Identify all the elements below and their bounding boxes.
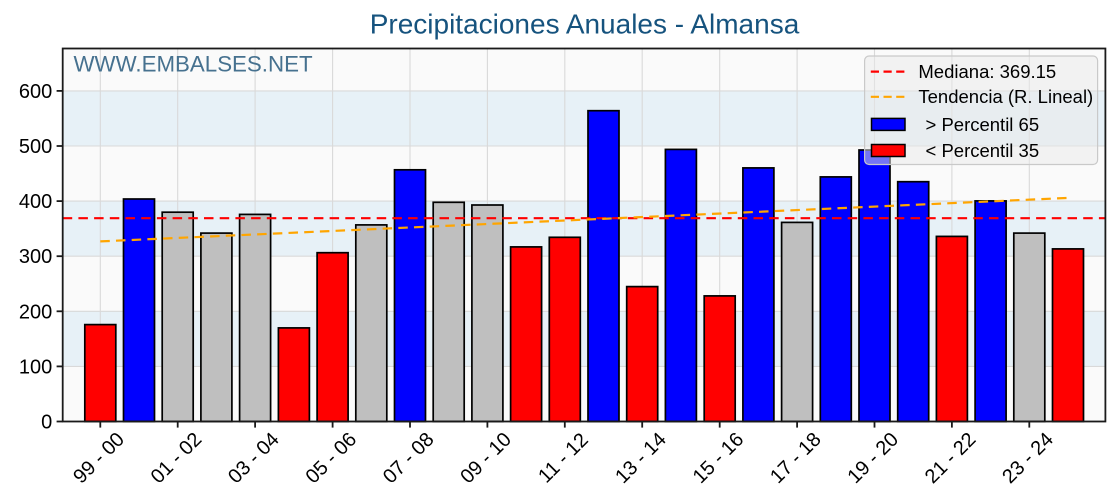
svg-text:100: 100 xyxy=(19,356,52,378)
svg-text:99 - 00: 99 - 00 xyxy=(69,428,129,488)
svg-text:07 - 08: 07 - 08 xyxy=(379,428,439,488)
svg-text:400: 400 xyxy=(19,191,52,213)
svg-text:300: 300 xyxy=(19,246,52,268)
svg-text:23 - 24: 23 - 24 xyxy=(998,428,1058,488)
svg-text:13 - 14: 13 - 14 xyxy=(611,428,671,488)
svg-text:600: 600 xyxy=(19,81,52,103)
svg-text:21 - 22: 21 - 22 xyxy=(921,428,981,488)
svg-text:< Percentil 35: < Percentil 35 xyxy=(926,140,1040,161)
svg-text:Tendencia (R. Lineal): Tendencia (R. Lineal) xyxy=(918,86,1093,107)
svg-text:01 - 02: 01 - 02 xyxy=(147,428,207,488)
svg-text:Precipitaciones Anuales - Alma: Precipitaciones Anuales - Almansa xyxy=(370,9,800,40)
svg-text:> Percentil 65: > Percentil 65 xyxy=(926,114,1040,135)
svg-text:200: 200 xyxy=(19,301,52,323)
svg-text:03 - 04: 03 - 04 xyxy=(224,428,284,488)
svg-text:09 - 10: 09 - 10 xyxy=(456,428,516,488)
svg-text:17 - 18: 17 - 18 xyxy=(766,428,826,488)
svg-text:500: 500 xyxy=(19,136,52,158)
svg-text:11 - 12: 11 - 12 xyxy=(534,429,593,488)
svg-text:0: 0 xyxy=(41,412,52,434)
svg-text:15 - 16: 15 - 16 xyxy=(689,428,749,488)
svg-text:05 - 06: 05 - 06 xyxy=(302,428,362,488)
svg-text:19 - 20: 19 - 20 xyxy=(843,428,903,488)
svg-text:Mediana: 369.15: Mediana: 369.15 xyxy=(918,61,1056,82)
svg-text:WWW.EMBALSES.NET: WWW.EMBALSES.NET xyxy=(74,52,313,77)
